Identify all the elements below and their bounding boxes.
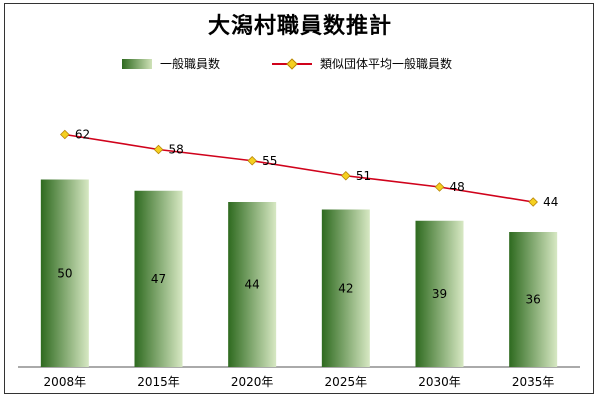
x-tick-label: 2008年 [44,375,87,389]
line-point-marker [60,129,70,140]
bar [321,209,370,367]
legend-line-swatch [272,57,312,70]
bar [509,232,558,367]
x-tick-label: 2015年 [137,375,180,389]
line-point-marker [528,197,538,207]
bar-value-label: 50 [57,266,72,280]
x-tick-label: 2035年 [512,375,555,389]
legend-item-line-series: 類似団体平均一般職員数 [272,55,452,72]
bar-value-label: 39 [432,287,447,301]
bar-value-label: 36 [526,293,541,307]
legend-item-bar-series: 一般職員数 [122,55,220,72]
legend-bar-label: 一般職員数 [160,57,221,71]
bar-value-label: 42 [338,281,353,295]
chart-title: 大潟村職員数推計 [207,14,392,39]
bar-value-label: 47 [151,272,166,286]
legend-bar-swatch [122,58,152,69]
line-value-label: 58 [169,143,184,157]
line-series-path [64,133,534,203]
bar [134,190,183,367]
x-tick-label: 2030年 [418,375,461,389]
bar [415,220,464,367]
chart-frame [4,3,594,394]
x-tick-label: 2025年 [325,375,368,389]
line-value-label: 44 [543,195,558,209]
line-point-marker [341,170,351,181]
line-point-marker [247,155,257,166]
legend-line-label: 類似団体平均一般職員数 [320,57,453,71]
bar-value-label: 44 [245,278,260,292]
chart-legend: 一般職員数 類似団体平均一般職員数 [0,55,600,73]
line-value-label: 51 [356,169,371,183]
line-point-marker [153,144,164,155]
line-value-label: 62 [75,128,90,142]
bar [40,179,89,367]
bar [228,202,277,367]
line-value-label: 55 [262,154,277,168]
line-value-label: 48 [450,180,465,194]
line-point-marker [434,182,445,192]
x-tick-label: 2020年 [231,375,274,389]
